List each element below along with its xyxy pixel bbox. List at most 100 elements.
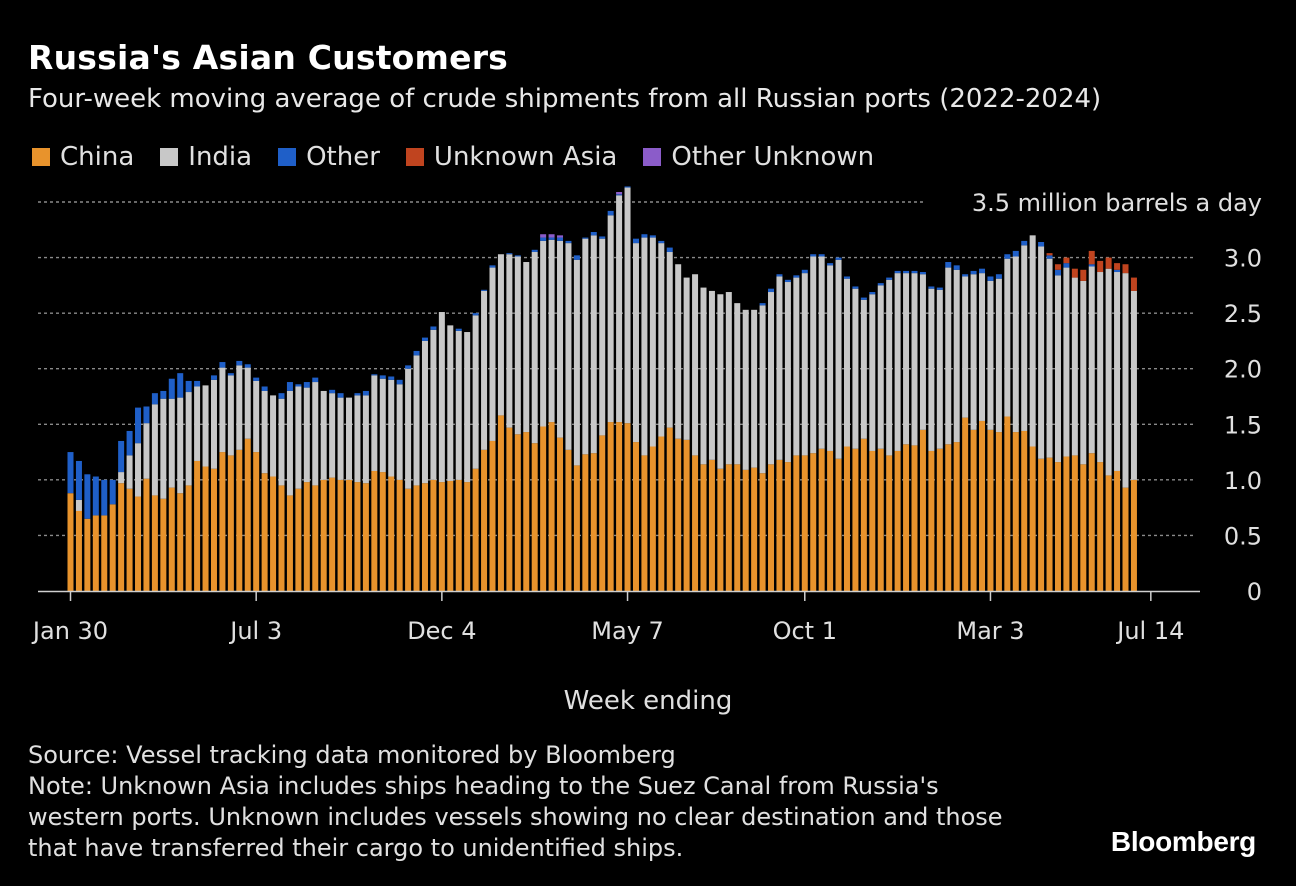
bar-india [1122,273,1129,488]
bar-china [379,472,386,591]
bar-india [742,309,749,470]
bar-unknown-asia [1130,277,1137,291]
bar-china [489,440,496,591]
x-tick-label: Oct 1 [773,617,837,645]
bar-china [1038,458,1045,591]
bar-india [708,290,715,460]
bar-china [995,432,1002,591]
bar-india [540,240,547,427]
legend-label-india: India [188,142,253,172]
bar-china [835,458,842,591]
bar-india [810,256,817,454]
bar-other [1004,254,1011,259]
bar-other [261,386,268,391]
bar-china [506,427,513,591]
bar-india [624,187,631,424]
bar-other [244,364,251,368]
bar-china [1114,470,1121,591]
bar-other [582,237,589,239]
bar-india [1054,275,1061,463]
bar-india [919,274,926,430]
bar-india [346,397,353,480]
bar-china [151,495,158,591]
bar-china [168,487,175,591]
bar-india [759,305,766,474]
bar-india [658,243,665,437]
bar-india [1130,290,1137,480]
bar-china [953,442,960,591]
bar-china [742,469,749,591]
bar-other [827,263,834,266]
bar-other [75,460,82,500]
bar-india [1029,235,1036,447]
bar-china [877,448,884,591]
bar-other [151,393,158,405]
bar-india [312,382,319,486]
bar-other [278,393,285,399]
bar-other [877,283,884,286]
bar-other [143,406,150,424]
bar-china [270,476,277,591]
bar-other [818,254,825,257]
bar-china [1122,487,1129,591]
legend-label-other: Other [306,142,380,172]
bar-other [540,237,547,241]
bar-india [894,273,901,451]
bar-china [962,417,969,591]
bar-china [725,464,732,591]
bar-india [582,238,589,455]
bar-other [489,265,496,268]
bar-other [869,292,876,295]
bar-india [962,276,969,418]
bar-china [1088,453,1095,591]
y-tick-label: 2.5 [1224,300,1262,328]
bar-india [632,243,639,443]
bar-china [1004,416,1011,591]
bar-india [177,397,184,494]
bar-india [295,386,302,489]
bar-other [1046,255,1053,259]
bar-india [1088,266,1095,454]
bar-india [852,288,859,449]
bar-other [354,393,361,396]
bar-china [666,427,673,591]
bar-china [928,450,935,591]
y-tick-label: 1.5 [1224,411,1262,439]
bar-india [784,282,791,463]
bar-other [590,232,597,236]
legend-label-unknown-asia: Unknown Asia [433,142,618,172]
bar-other [135,407,142,444]
bar-india [531,252,538,444]
bar-china [346,479,353,591]
bar-china [1080,464,1087,591]
bar-china [649,446,656,591]
bar-china [278,485,285,591]
bar-other [168,378,175,399]
bar-india [675,264,682,439]
bar-other [1012,250,1019,257]
bar-other [565,240,572,244]
bar-india [455,330,462,480]
bar-india [911,273,918,446]
bar-other [337,393,344,398]
note-line-3: that have transferred their cargo to uni… [28,834,684,862]
bar-china [708,459,715,591]
bar-india [227,375,234,456]
bar-other [481,289,488,291]
chart-footnotes: Source: Vessel tracking data monitored b… [28,740,1088,864]
legend-swatch-other [278,148,297,166]
bar-other [413,350,420,356]
bar-india [877,285,884,449]
bar-other [928,286,935,289]
bar-india [168,398,175,488]
bar-china [371,470,378,591]
bar-other [776,274,783,277]
bar-china [590,453,597,591]
bar-china [143,478,150,591]
bar-china [1130,479,1137,591]
bar-china [810,453,817,591]
bar-india [1105,268,1112,476]
bar-other [227,373,234,376]
bar-india [1046,258,1053,458]
source-text: Source: Vessel tracking data monitored b… [28,741,676,769]
